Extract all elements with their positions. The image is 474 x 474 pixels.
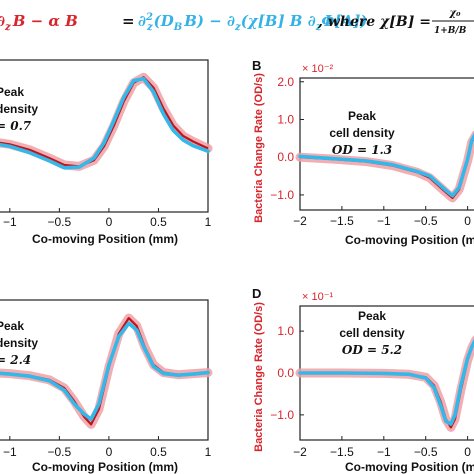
x-tick-label: −0.5 [414, 214, 438, 228]
x-tick-label: 0 [106, 215, 113, 229]
x-tick-label: −0.5 [414, 445, 438, 459]
x-tick-label: −1 [3, 445, 17, 459]
y-tick-label: 1.0 [277, 112, 294, 126]
series-blue-line [0, 321, 210, 422]
annotation-line: density [0, 336, 38, 350]
annotation-line: OD = 1.3 [332, 143, 392, 157]
x-tick-label: 0 [106, 445, 113, 459]
panel-d: −2 −1.5 −1 −0.5 0Co-moving Position (mm) 1.0 0… [252, 286, 474, 474]
x-tick-label: 1 [205, 445, 212, 459]
equation-frac-num: χ₀ [449, 8, 462, 19]
x-tick-label: 0 [464, 214, 471, 228]
y-exponent-label: × 10⁻² [302, 63, 334, 75]
annotation-line: cell density [339, 326, 405, 340]
x-tick-label: −1 [377, 445, 391, 459]
equation-rhs: ∂2 z(DB B) − ∂z(χ[B] B ∂zΦ[A]) [138, 12, 367, 33]
panel-c: −1 −0.5 0 0.5 1 Co-moving Position (mm) Peak de… [0, 299, 213, 474]
y-tick-label: 0.0 [277, 150, 294, 164]
annotation-line: Peak [0, 85, 24, 99]
equation-frac-den: 1+B/B [434, 26, 467, 36]
series-blue-line [298, 132, 474, 198]
annotation-line: = 0.7 [0, 119, 32, 133]
x-tick-label: 0.5 [150, 445, 167, 459]
series-blue-line [0, 76, 210, 170]
x-tick-label: −2 [293, 214, 307, 228]
y-axis-label: Bacteria Change Rate (OD/s) [253, 73, 265, 223]
y-tick-label: 2.0 [277, 75, 294, 89]
plot-frame [0, 59, 209, 213]
annotation-line: Peak [348, 109, 376, 123]
x-tick-label: −1.5 [330, 214, 354, 228]
y-tick-label: −1.0 [270, 188, 294, 202]
y-tick-label: 1.0 [277, 324, 294, 338]
panel-label: B [252, 58, 261, 73]
equation-lhs: ∂zB − α B [0, 12, 78, 33]
series-blue-line [298, 338, 474, 426]
annotation-line: Peak [0, 319, 24, 333]
equation-where: , where χ[B] = [317, 14, 431, 30]
x-tick-label: 1 [205, 215, 212, 229]
x-axis-label: Co-moving Position (mm) [32, 460, 178, 474]
annotation-line: cell density [329, 126, 395, 140]
x-tick-label: −1 [377, 214, 391, 228]
x-tick-label: 0.5 [150, 215, 167, 229]
annotation-line: density [0, 102, 38, 116]
equation-equals: = [122, 12, 135, 30]
annotation-line: Peak [358, 309, 386, 323]
panel-a: −1 −0.5 0 0.5 1 Co-moving Position (mm) Peak de… [0, 59, 213, 246]
y-tick-label: 0.0 [277, 366, 294, 380]
y-exponent-label: × 10⁻¹ [302, 291, 334, 303]
annotation-line: OD = 5.2 [342, 343, 402, 357]
y-tick-label: −1.0 [270, 408, 294, 422]
x-tick-label: −1.5 [330, 445, 354, 459]
x-axis-label: Co-moving Position (mm) [345, 233, 474, 247]
x-tick-label: −0.5 [48, 215, 72, 229]
annotation-line: = 2.4 [0, 353, 31, 367]
x-tick-label: 0 [464, 445, 471, 459]
x-axis-label: Co-moving Position (mm) [345, 460, 474, 474]
panel-b: −2 −1.5 −1 −0.5 0 Co-moving Position (mm) 2.0 1… [252, 58, 474, 247]
x-axis-label: Co-moving Position (mm) [32, 232, 178, 246]
panel-label: D [252, 286, 261, 301]
equation-header: ∂zB − α B = ∂2z(DBB) − ∂z(χ[B] B ∂zΦ[A])… [0, 8, 474, 36]
x-tick-label: −0.5 [48, 445, 72, 459]
y-axis-label: Bacteria Change Rate (OD/s) [253, 302, 265, 452]
x-tick-label: −1 [3, 215, 17, 229]
plot-frame [299, 77, 474, 211]
series-red-band [0, 313, 213, 429]
x-tick-label: −2 [293, 445, 307, 459]
